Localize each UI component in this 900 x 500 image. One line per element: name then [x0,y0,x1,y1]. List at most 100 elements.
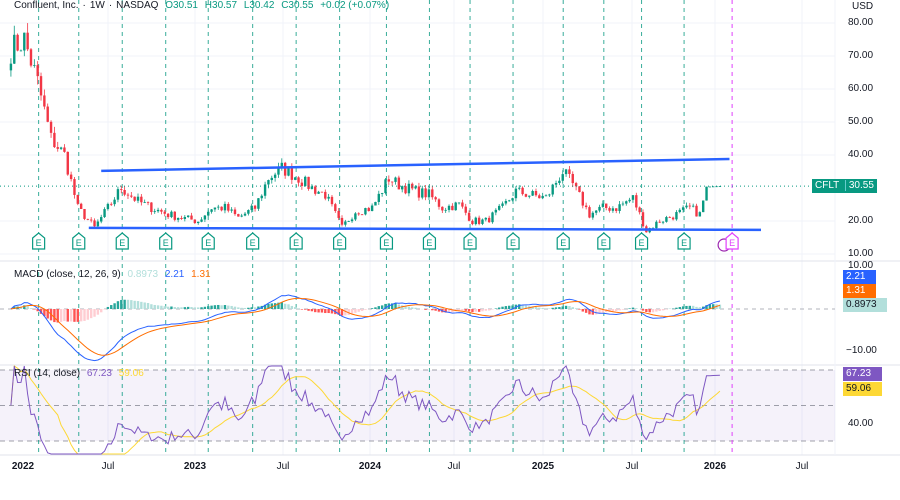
macd-histogram-bar [568,306,571,309]
macd-tick: −10.00 [846,345,877,356]
candle-body [297,177,300,183]
candle-body [521,187,524,195]
macd-histogram-bar [176,307,180,309]
macd-histogram-bar [183,307,187,309]
macd-histogram-bar [571,307,574,309]
candle-body [414,186,417,189]
candle-body [49,121,53,133]
upcoming-earnings-marker [725,232,739,250]
macd-histogram-bar [397,304,401,309]
macd-histogram-bar [76,309,80,322]
macd-histogram-bar [69,309,73,322]
macd-histogram-bar [611,309,615,312]
candle-body [96,221,100,227]
macd-histogram-bar [79,309,83,322]
candle-body [334,204,337,211]
candle-body [360,214,364,216]
candle-body [427,189,431,198]
candle-body [635,195,638,208]
macd-histogram-bar [146,302,150,309]
earnings-marker [634,232,649,250]
rsi-legend[interactable]: RSI (14, close) 67.23 59.06 [14,368,148,379]
rsi-badge: 67.23 [843,367,882,381]
signal-badge: 1.31 [843,284,876,298]
trendline [88,226,762,232]
candle-body [283,162,287,176]
candle-body [69,174,73,180]
candle-body [524,194,528,197]
badge-ticker: CFLT [815,180,840,191]
candle-body [344,221,347,225]
candle-body [467,212,471,221]
macd-histogram-bar [190,307,193,309]
macd-histogram-bar [484,309,488,311]
macd-histogram-bar [655,309,658,312]
macd-histogram-bar [143,302,146,309]
candle-body [538,195,541,199]
candle-body [641,212,645,227]
candle-body [110,203,113,205]
candle-body [116,189,120,200]
candle-body [584,205,588,208]
candle-body [13,34,16,64]
candle-body [73,179,76,195]
macd-histogram-bar [701,306,705,309]
rsi-ma-badge: 59.06 [843,382,882,396]
macd-histogram-bar [307,309,310,311]
candle-body [347,221,350,222]
macd-histogram-bar [594,309,598,315]
candle-body [19,50,23,52]
macd-histogram-bar [26,306,29,309]
macd-histogram-bar [678,306,681,309]
symbol-name[interactable]: Confluent, Inc. [14,0,79,11]
macd-histogram-bar [464,309,467,311]
candle-body [712,186,715,188]
candle-body [461,202,464,207]
candle-body [300,182,304,186]
macd-legend[interactable]: MACD (close, 12, 26, 9) 0.8973 2.21 1.31 [14,269,215,280]
candle-body [541,195,544,199]
candle-body [464,206,467,213]
macd-histogram-bar [300,309,304,310]
candle-body [675,212,678,220]
candle-body [564,169,568,175]
macd-histogram-bar [434,309,437,311]
candle-body [417,186,421,198]
earnings-marker [289,232,303,250]
candle-body [270,177,273,181]
earnings-marker-label: E [337,238,343,248]
macd-histogram-bar [136,301,140,309]
macd-histogram-bar [511,305,514,309]
macd-histogram-bar [581,309,584,312]
macd-signal-value: 1.31 [191,269,211,280]
macd-histogram-bar [658,309,661,311]
candle-body [374,201,377,206]
candle-body [390,181,394,183]
interval[interactable]: 1W [89,0,105,11]
macd-histogram-bar [431,309,434,311]
candle-body [487,217,491,223]
candle-body [113,199,116,205]
macd-histogram-bar [601,309,605,313]
candle-body [421,188,424,198]
macd-histogram-bar [66,309,69,322]
macd-histogram-bar [518,304,521,309]
candle-body [601,203,605,207]
candle-body [243,213,247,216]
macd-histogram-bar [380,305,384,309]
candle-body [441,206,444,211]
macd-histogram-bar [83,309,86,321]
macd-histogram-bar [327,309,330,314]
candle-body [431,189,434,198]
candle-body [287,167,290,176]
candle-body [26,32,29,50]
macd-histogram-bar [156,305,160,309]
macd-histogram-bar [270,303,273,309]
candle-body [578,186,581,193]
macd-histogram-bar [467,309,471,312]
candle-body [310,186,314,189]
candle-body [203,215,207,220]
macd-histogram-bar [675,307,678,309]
macd-histogram-bar [210,305,213,309]
